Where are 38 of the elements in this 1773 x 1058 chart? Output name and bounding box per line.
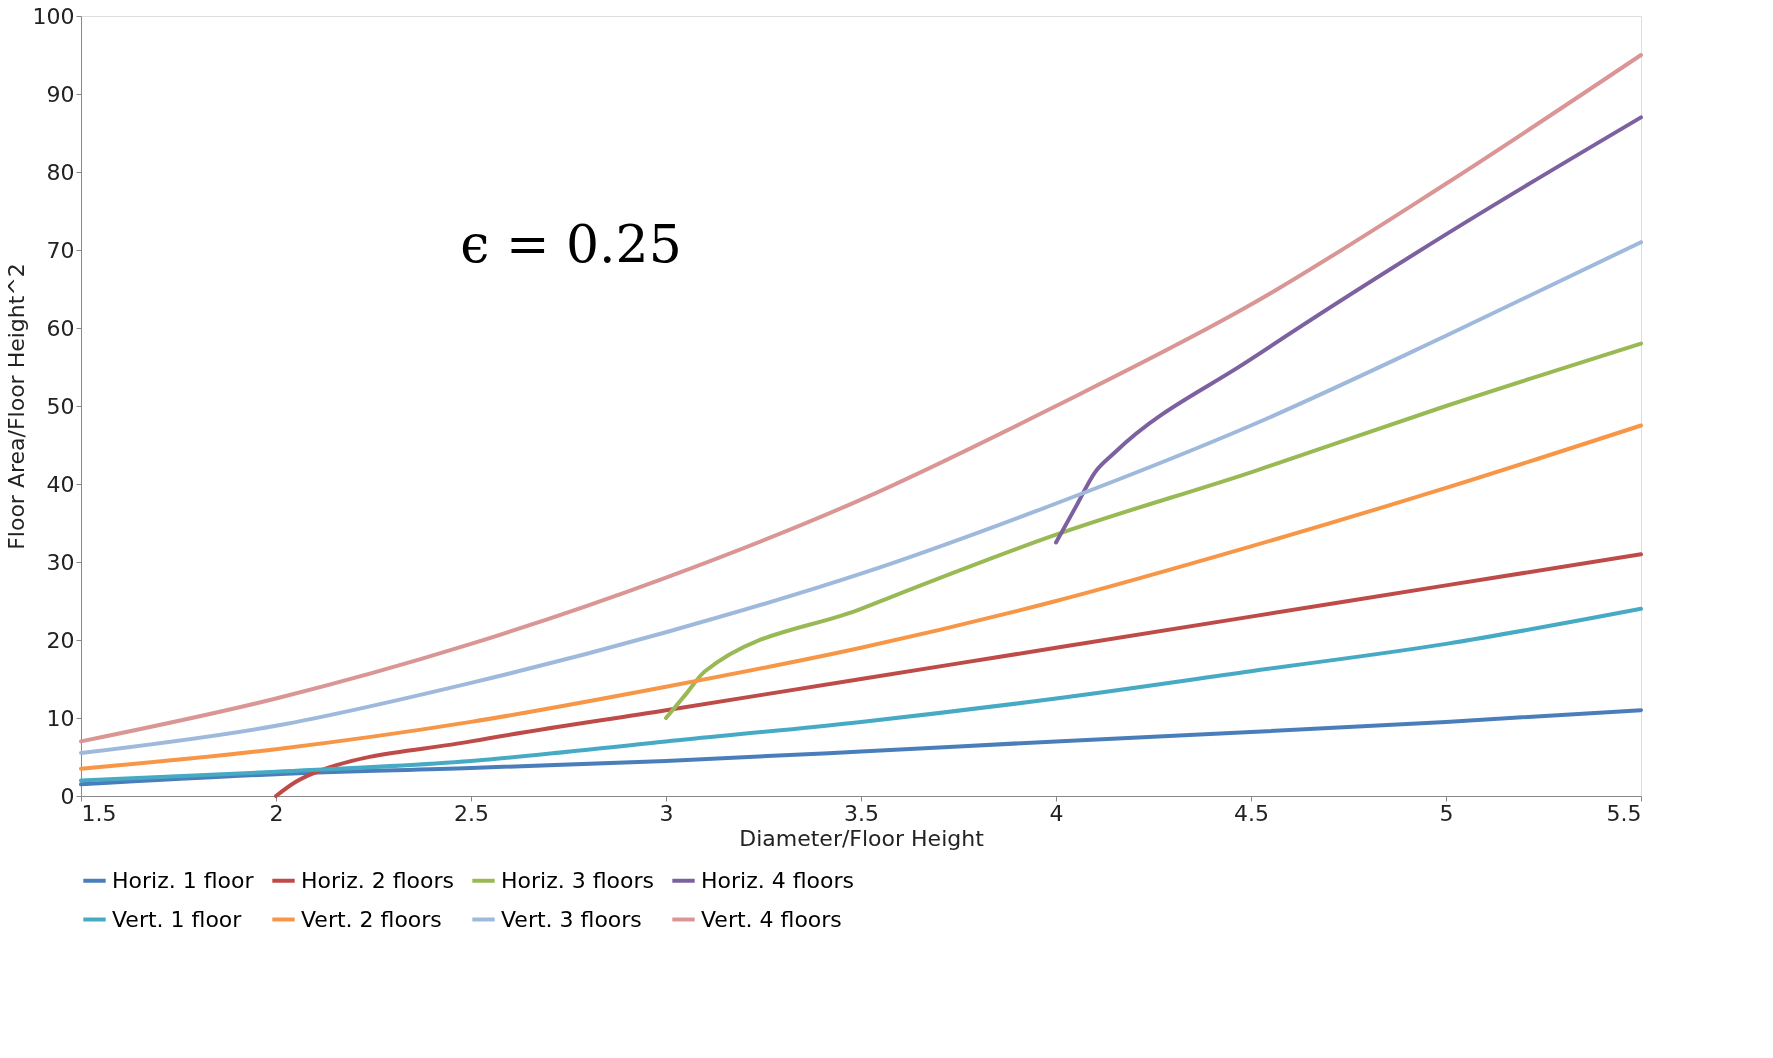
- legend-label: Horiz. 1 floor: [112, 867, 255, 893]
- x-tick-label: 4.5: [1234, 800, 1269, 826]
- annotation: ϵ = 0.25: [460, 214, 682, 274]
- legend-label: Vert. 2 floors: [301, 906, 442, 932]
- x-tick-label: 5: [1439, 800, 1454, 826]
- legend-label: Horiz. 4 floors: [701, 867, 854, 893]
- legend-label: Horiz. 2 floors: [301, 867, 454, 893]
- y-tick-label: 100: [32, 3, 75, 29]
- x-tick-label: 2.5: [454, 800, 489, 826]
- legend-label: Vert. 3 floors: [501, 906, 642, 932]
- x-tick-label: 5.5: [1606, 800, 1642, 826]
- y-tick-label: 60: [46, 315, 75, 341]
- y-axis-title: Floor Area/Floor Height^2: [3, 263, 29, 550]
- line-series: [1054, 115, 1643, 545]
- line-series: [79, 708, 1643, 787]
- y-tick-label: 70: [46, 237, 75, 263]
- line-series: [79, 53, 1643, 744]
- line-series: [664, 341, 1643, 720]
- y-tick-label: 30: [46, 549, 75, 575]
- legend-label: Vert. 1 floor: [112, 906, 243, 932]
- x-tick-label: 3.5: [844, 800, 879, 826]
- x-tick-label: 3: [659, 800, 674, 826]
- line-series: [79, 423, 1643, 771]
- line-series: [274, 552, 1643, 798]
- x-tick-label: 4: [1049, 800, 1064, 826]
- y-tick-label: 40: [46, 471, 75, 497]
- y-tick-label: 10: [46, 705, 75, 731]
- y-tick-label: 80: [46, 159, 75, 185]
- y-tick-label: 20: [46, 627, 75, 653]
- legend-label: Vert. 4 floors: [701, 906, 842, 932]
- x-tick-label: 2: [269, 800, 284, 826]
- x-axis-title: Diameter/Floor Height: [739, 825, 985, 851]
- line-series: [79, 606, 1643, 783]
- y-tick-label: 50: [46, 393, 75, 419]
- y-tick-label: 90: [46, 81, 75, 107]
- x-tick-label: 1.5: [81, 800, 117, 826]
- y-tick-label: 0: [60, 783, 75, 809]
- legend-label: Horiz. 3 floors: [501, 867, 654, 893]
